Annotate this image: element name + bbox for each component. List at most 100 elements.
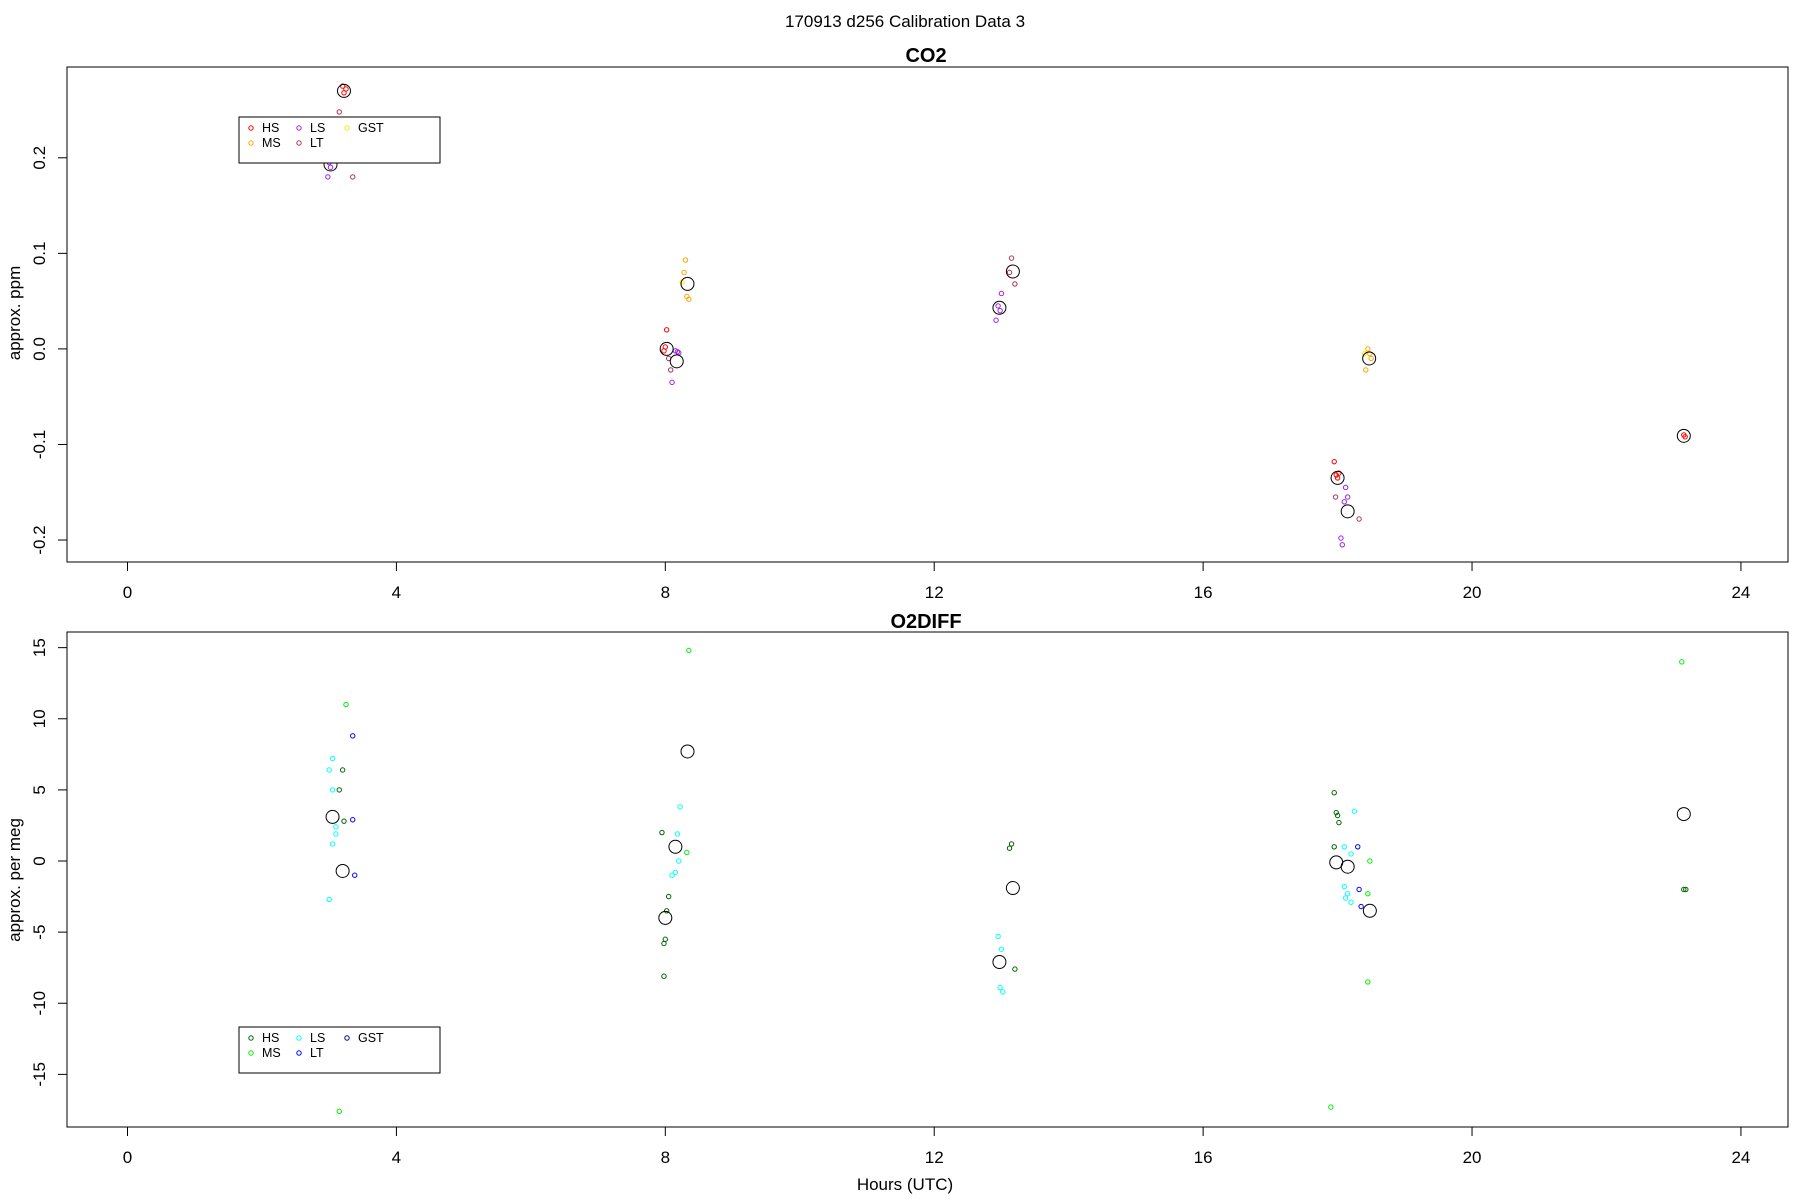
co2-point-hs [339,83,346,89]
co2-point-ls [325,174,331,180]
o2diff-point-ls [674,831,681,837]
o2diff-y-tick-label: -5 [30,925,49,940]
co2-series-ls [325,159,1351,548]
o2diff-legend-label: GST [358,1031,384,1045]
co2-point-ms [686,296,692,302]
co2-point-ls [998,290,1005,297]
co2-point-hs [1331,458,1337,465]
o2diff-point-hs [1681,886,1687,893]
co2-x-tick-label: 8 [661,583,670,602]
co2-point-hs [663,327,670,333]
o2diff-point-hs [1331,844,1337,850]
o2diff-panel: O2DIFF approx. per meg 0 4 8 12 16 20 24 -15 -10… [5,611,1789,1167]
o2diff-point-ls [1000,989,1006,995]
co2-y-tick-label: 0.0 [30,337,49,361]
co2-legend-label: LT [310,136,324,150]
o2diff-mean-marker [1340,859,1355,874]
co2-legend-marker [344,125,350,131]
o2diff-point-hs [665,893,672,900]
o2diff-x-tick-label: 16 [1194,1148,1213,1167]
o2diff-point-hs [1012,966,1018,972]
o2diff-point-ls [329,755,336,762]
co2-point-ms [1367,350,1373,357]
co2-point-ls [1338,535,1344,541]
o2diff-mean-marker [1362,903,1377,918]
o2diff-y-tick-label: -10 [30,991,49,1016]
co2-point-ls [1341,499,1348,505]
co2-point-ms [1365,346,1371,352]
o2diff-legend-label: LS [310,1031,325,1045]
o2diff-point-ms [1679,659,1685,665]
o2diff-point-lt [350,733,356,739]
o2diff-x-tick-label: 24 [1731,1148,1750,1167]
co2-point-lt [1012,281,1018,287]
o2diff-legend-item: LT [296,1046,324,1060]
o2diff-point-ls [1351,808,1358,814]
o2diff-legend-marker [296,1050,302,1056]
o2diff-point-ls [329,841,336,847]
o2diff-x-tick-label: 20 [1463,1148,1482,1167]
o2diff-panel-title: O2DIFF [890,611,961,633]
co2-point-lt [1332,494,1339,500]
co2-legend-box [238,116,441,164]
o2diff-point-lt [1358,903,1364,910]
o2diff-point-hs [1683,886,1689,893]
co2-series-gst [329,155,1368,357]
co2-mean-marker [336,83,351,98]
o2diff-x-axis: 0 4 8 12 16 20 24 [123,1126,1750,1167]
o2diff-x-tick-label: 4 [392,1148,401,1167]
o2diff-series-hs [336,767,1689,1035]
o2diff-legend-item: HS [248,1031,279,1045]
co2-point-ms [682,257,689,263]
o2diff-y-tick-label: -15 [30,1062,49,1087]
co2-mean-marker [680,276,695,291]
o2diff-series-ms [336,647,1685,1115]
o2diff-mean-marker [1676,807,1691,822]
o2diff-point-lt [350,817,356,823]
o2diff-mean-marker [658,910,673,925]
co2-point-lt [1356,516,1362,522]
co2-series-hs [339,83,1688,481]
o2diff-legend-label: HS [262,1031,279,1045]
o2diff-point-ls [672,869,679,876]
o2diff-point-hs [661,940,667,947]
o2diff-y-axis: -15 -10 -5 0 5 10 15 [30,638,68,1087]
o2diff-x-tick-label: 12 [925,1148,944,1167]
co2-point-ls [997,307,1003,314]
co2-x-tick-label: 12 [925,583,944,602]
co2-x-tick-label: 0 [123,583,132,602]
co2-y-tick-label: 0.1 [30,242,49,266]
o2diff-point-ms [684,849,690,856]
o2diff-mean-markers [325,744,1691,969]
o2diff-point-ms [336,1108,342,1115]
o2diff-mean-marker [1005,881,1020,896]
co2-legend-marker [296,125,302,131]
o2diff-y-tick-label: 10 [30,709,49,728]
o2diff-mean-marker [992,955,1007,969]
o2diff-point-hs [1008,841,1015,847]
o2diff-point-hs [663,908,670,914]
o2diff-point-ls [1341,844,1348,850]
co2-y-tick-label: -0.2 [30,525,49,554]
o2diff-legend-label: LT [310,1046,324,1060]
co2-y-tick-label: 0.2 [30,146,49,170]
x-axis-label: Hours (UTC) [857,1175,953,1194]
co2-point-hs [1682,434,1688,440]
o2diff-point-ls [676,858,682,864]
co2-point-hs [661,348,667,354]
o2diff-point-ls [329,787,336,793]
o2diff-y-tick-label: 5 [30,785,49,794]
co2-point-hs [1336,470,1342,476]
co2-point-ls [993,317,999,323]
co2-legend-item: HS [248,121,279,135]
o2diff-legend-label: MS [262,1046,281,1060]
co2-mean-marker [1362,351,1377,366]
co2-point-ms [1363,367,1369,373]
co2-point-lt [1008,255,1015,261]
co2-legend-item: LT [296,136,324,150]
co2-point-lt [350,174,356,180]
co2-point-ms [1368,355,1374,362]
co2-mean-marker [1330,470,1345,485]
